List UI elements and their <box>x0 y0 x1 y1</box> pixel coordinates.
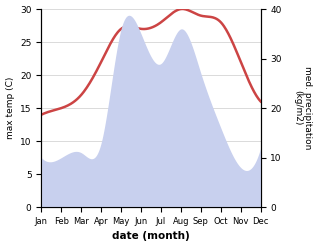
Y-axis label: max temp (C): max temp (C) <box>5 77 15 139</box>
Y-axis label: med. precipitation
(kg/m2): med. precipitation (kg/m2) <box>293 66 313 150</box>
X-axis label: date (month): date (month) <box>112 231 190 242</box>
